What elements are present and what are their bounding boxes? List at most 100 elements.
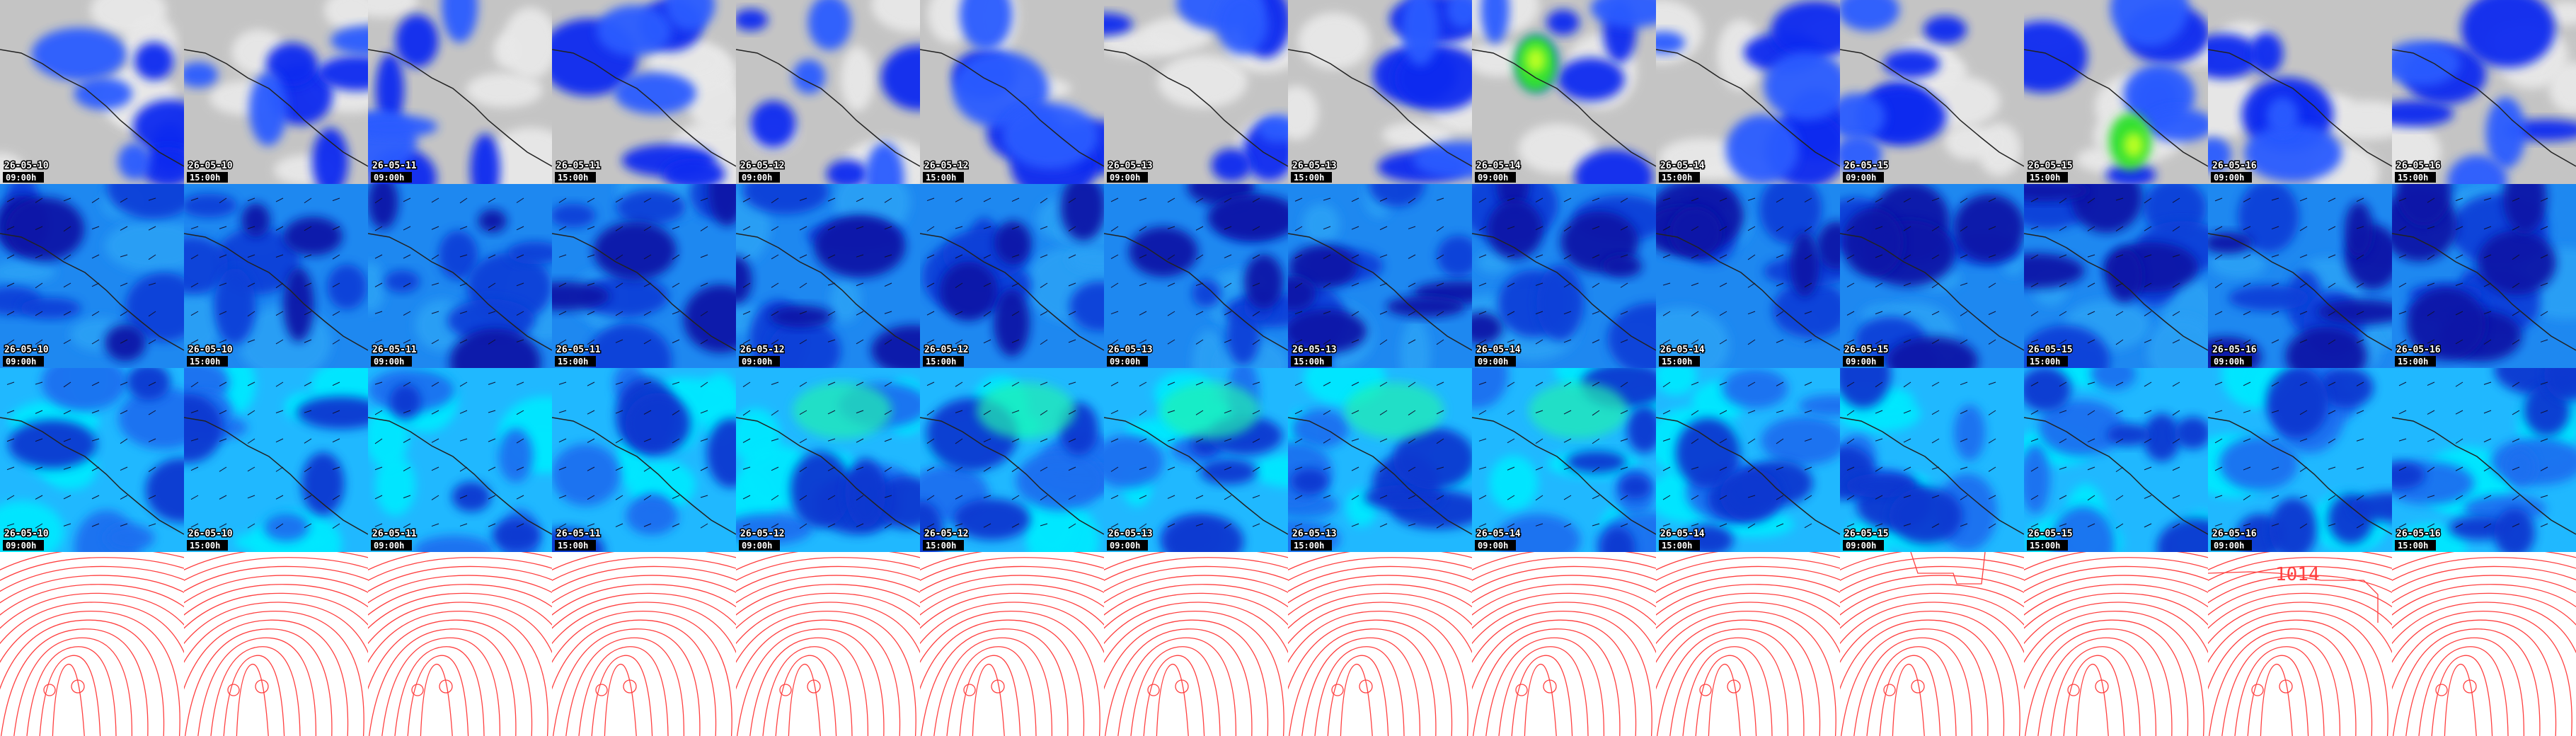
wind-arrow [304,466,312,473]
wind-arrow [1351,495,1359,500]
wind-arrow [2299,438,2308,442]
field-blob [1302,203,1340,245]
field-blob [1216,0,1268,54]
isobar [184,592,368,629]
wind-arrow [2328,197,2336,202]
field-blob [593,221,677,280]
wind-arrow [2299,311,2308,315]
wind-arrow [983,410,991,415]
wind-arrow [1903,410,1911,414]
wind-arrow [1379,226,1388,231]
wind-arrow [91,410,100,414]
wind-arrow [1592,311,1600,315]
wind-arrow [275,438,284,443]
wind-arrow [1224,197,1232,203]
wind-arrow [2540,410,2548,414]
wind-arrow [615,466,623,471]
wind-arrow [1747,523,1756,529]
time-box [2395,172,2436,183]
field-blob [1495,514,1581,552]
isobar [1656,592,1840,629]
field-blob [330,25,368,55]
wind-arrow [884,523,892,529]
wind-arrow [771,495,779,501]
tile-date: 26-05-15 [2028,161,2073,171]
wind-arrow [884,282,892,287]
wind-arrow [643,523,652,527]
wind-arrow [926,466,935,471]
wind-arrow [2214,410,2223,413]
field-blob [736,513,812,546]
wind-arrow [431,466,439,471]
wind-arrow [742,381,751,388]
wind-arrow [856,466,864,471]
wind-arrow [1592,339,1600,344]
isobar [1288,610,1468,736]
wind-arrow [488,410,496,413]
time-box [1843,356,1884,367]
tile-time: 15:00h [2398,357,2428,367]
field-blob [368,262,385,313]
wind-arrow [1875,197,1883,203]
wind-arrow [1804,410,1812,413]
wind-arrow [926,226,935,232]
isobar [2392,602,2576,654]
wind-arrow [615,339,623,343]
tile-time: 09:00h [1478,357,1508,367]
time-box [2027,356,2068,367]
time-box [1107,172,1148,183]
wind-arrow [148,226,156,231]
tile-time: 09:00h [2214,173,2244,183]
wind-arrow [587,282,595,286]
wind-arrow [1110,495,1119,500]
wind-arrow [955,410,963,413]
coastline [1840,417,2024,535]
wind-arrow [2483,410,2492,414]
time-box [1843,540,1884,551]
wind-arrow [587,381,595,386]
tile-time: 09:00h [2214,541,2244,551]
wind-arrow [1139,197,1147,201]
wind-arrow [2540,495,2548,498]
wind-arrow [1846,495,1855,500]
wind-arrow [219,381,227,386]
wind-arrow [1931,410,1940,415]
wind-arrow [856,197,864,202]
wind-arrow [2512,254,2520,260]
field-blob [1529,382,1628,439]
isobar [1104,628,1253,736]
wind-arrow [983,438,991,442]
isobar [210,646,301,736]
wind-arrow [459,254,468,258]
wind-arrow [1040,523,1048,527]
wind-arrow [1535,282,1543,286]
time-box [739,356,780,367]
wind-arrow [2087,339,2095,344]
wind-arrow [35,197,43,203]
wind-arrow [2243,438,2251,442]
time-box [1291,356,1332,367]
map-tile [1288,552,1472,736]
isobar [1288,565,1472,592]
wind-arrow [2299,381,2308,386]
field-blob [2244,124,2342,183]
wind-arrow [1351,339,1359,343]
field-blob [118,387,184,449]
isobar [1104,602,1288,654]
wind-arrow [1776,438,1784,444]
wind-arrow [1747,381,1756,387]
wind-arrow [884,226,892,230]
wind-arrow [1294,339,1303,343]
wind-arrow [459,226,468,230]
isobar [368,575,552,604]
wind-arrow [643,254,652,260]
field-blob [1840,0,1900,31]
wind-arrow [926,339,935,344]
field-blob [485,127,552,184]
field-blob [1288,275,1316,312]
